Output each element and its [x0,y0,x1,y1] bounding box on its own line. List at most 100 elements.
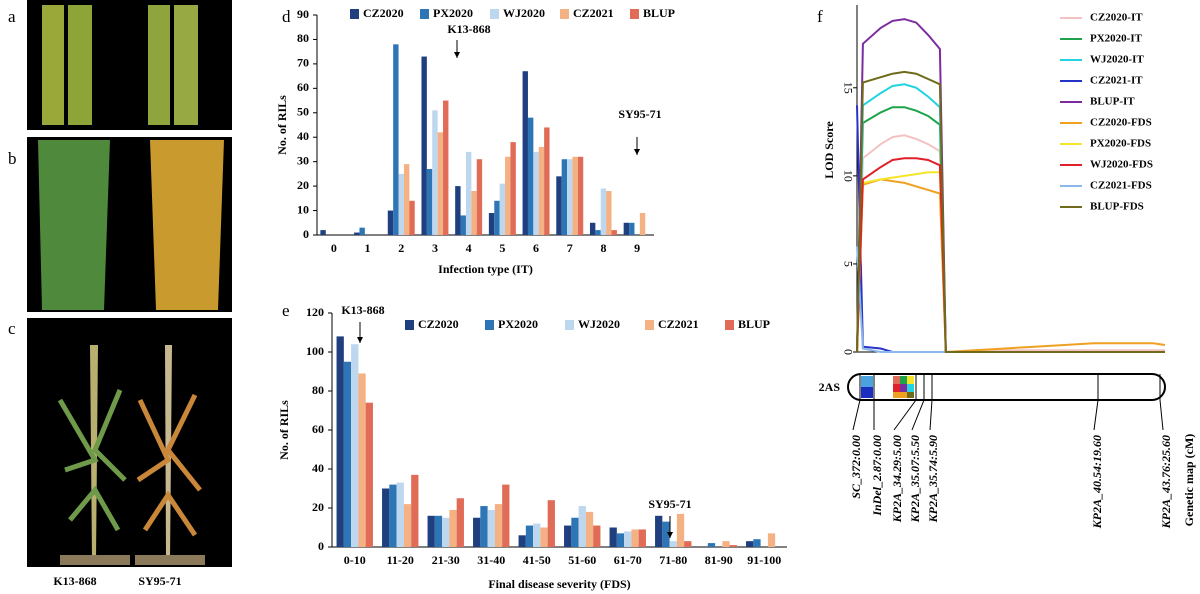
bar [578,506,586,547]
x-tick-label: 0-10 [344,553,366,567]
qtl-block [907,392,914,398]
legend-label: PX2020 [433,6,473,20]
x-tick-label: 1 [365,241,371,255]
legend-swatch [630,9,639,19]
x-tick-label: 7 [567,241,573,255]
bar [544,127,550,235]
legend-label: WJ2020-FDS [1090,159,1153,171]
legend-swatch [350,9,359,19]
bar [455,186,461,235]
bar [746,541,754,547]
qtl-block [861,387,873,398]
y-tick-label: 60 [312,422,324,436]
bar [518,535,526,547]
x-tick-label: 91-100 [747,553,781,567]
panel-label: d [282,7,291,26]
bar [502,484,510,547]
legend-label: CZ2021 [658,317,699,331]
bar [533,151,539,235]
bar [540,527,548,547]
x-tick-label: 0 [331,241,337,255]
bar [365,402,373,547]
y-tick-label: 0 [841,349,855,355]
marker-line [893,374,917,431]
bar [707,543,716,547]
lod-curve [856,70,1165,353]
y-tick-label: 30 [297,153,309,167]
y-tick-label: 100 [306,344,324,358]
x-tick-label: 8 [600,241,606,255]
bar [722,541,730,547]
y-tick-label: 15 [841,82,855,94]
x-tick-label: 3 [432,241,438,255]
x-tick-label: 51-60 [568,553,596,567]
lod-curve [856,171,1165,353]
bar [494,200,500,235]
bar [398,173,404,235]
bar [561,159,568,235]
qtl-block [861,376,873,387]
marker-line [1093,374,1099,431]
x-tick-label: 11-20 [387,553,414,567]
bar [639,213,646,235]
bar [382,488,390,547]
marker-label: SC_372:0.00 [849,435,863,499]
x-tick-label: 31-40 [477,553,505,567]
bar [476,159,483,235]
legend-label: CZ2021-IT [1090,75,1143,87]
bar [460,215,466,235]
panel-label: f [817,7,823,26]
y-tick-label: 70 [297,56,309,70]
y-tick-label: 40 [312,461,324,475]
y-tick-label: 10 [297,202,309,216]
lod-curve [856,134,1165,354]
bar [606,191,612,235]
bar [525,525,534,547]
bar [595,230,601,235]
x-tick-label: 6 [533,241,539,255]
bar [629,222,635,235]
x-tick-label: 9 [634,241,640,255]
y-tick-label: 90 [297,7,309,21]
bar [403,164,410,235]
legend-label: CZ2021 [573,6,614,20]
y-tick-label: 20 [297,178,309,192]
legend-label: WJ2020 [503,6,545,20]
bar [533,523,541,547]
photo-a [27,0,232,130]
y-axis-label: LOD Score [822,121,836,179]
bar [409,200,415,235]
annotation: SY95-71 [648,497,691,511]
legend-swatch [490,9,499,19]
y-tick-label: 60 [297,80,309,94]
bar [421,56,427,235]
bar [427,515,435,547]
bar [522,71,528,235]
bar [564,525,572,547]
lod-curve [856,246,1165,353]
legend-label: CZ2021-FDS [1090,180,1152,192]
x-axis-label: Final disease severity (FDS) [488,577,630,591]
bar [359,227,365,235]
legend-label: CZ2020-IT [1090,12,1143,24]
marker-label: KP2A_43.76:25.60 [1159,435,1173,529]
qtl-block [893,392,907,398]
qtl-block [893,376,900,384]
photo-c [27,318,232,567]
bar [393,44,399,236]
annotation: SY95-71 [618,107,661,121]
bar [624,531,632,547]
bar [343,361,352,547]
x-tick-label: 21-30 [432,553,460,567]
bar [729,545,737,547]
legend-swatch [420,9,429,19]
panel-label: b [8,149,17,168]
legend-label: PX2020-IT [1090,33,1143,45]
annotation: K13-868 [447,22,490,36]
legend-label: CZ2020 [363,6,404,20]
bar [396,482,404,547]
y-tick-label: 50 [297,105,309,119]
legend-label: CZ2020-FDS [1090,117,1152,129]
marker-label: KP2A_35.74:5.90 [926,435,940,523]
bar [600,188,607,235]
